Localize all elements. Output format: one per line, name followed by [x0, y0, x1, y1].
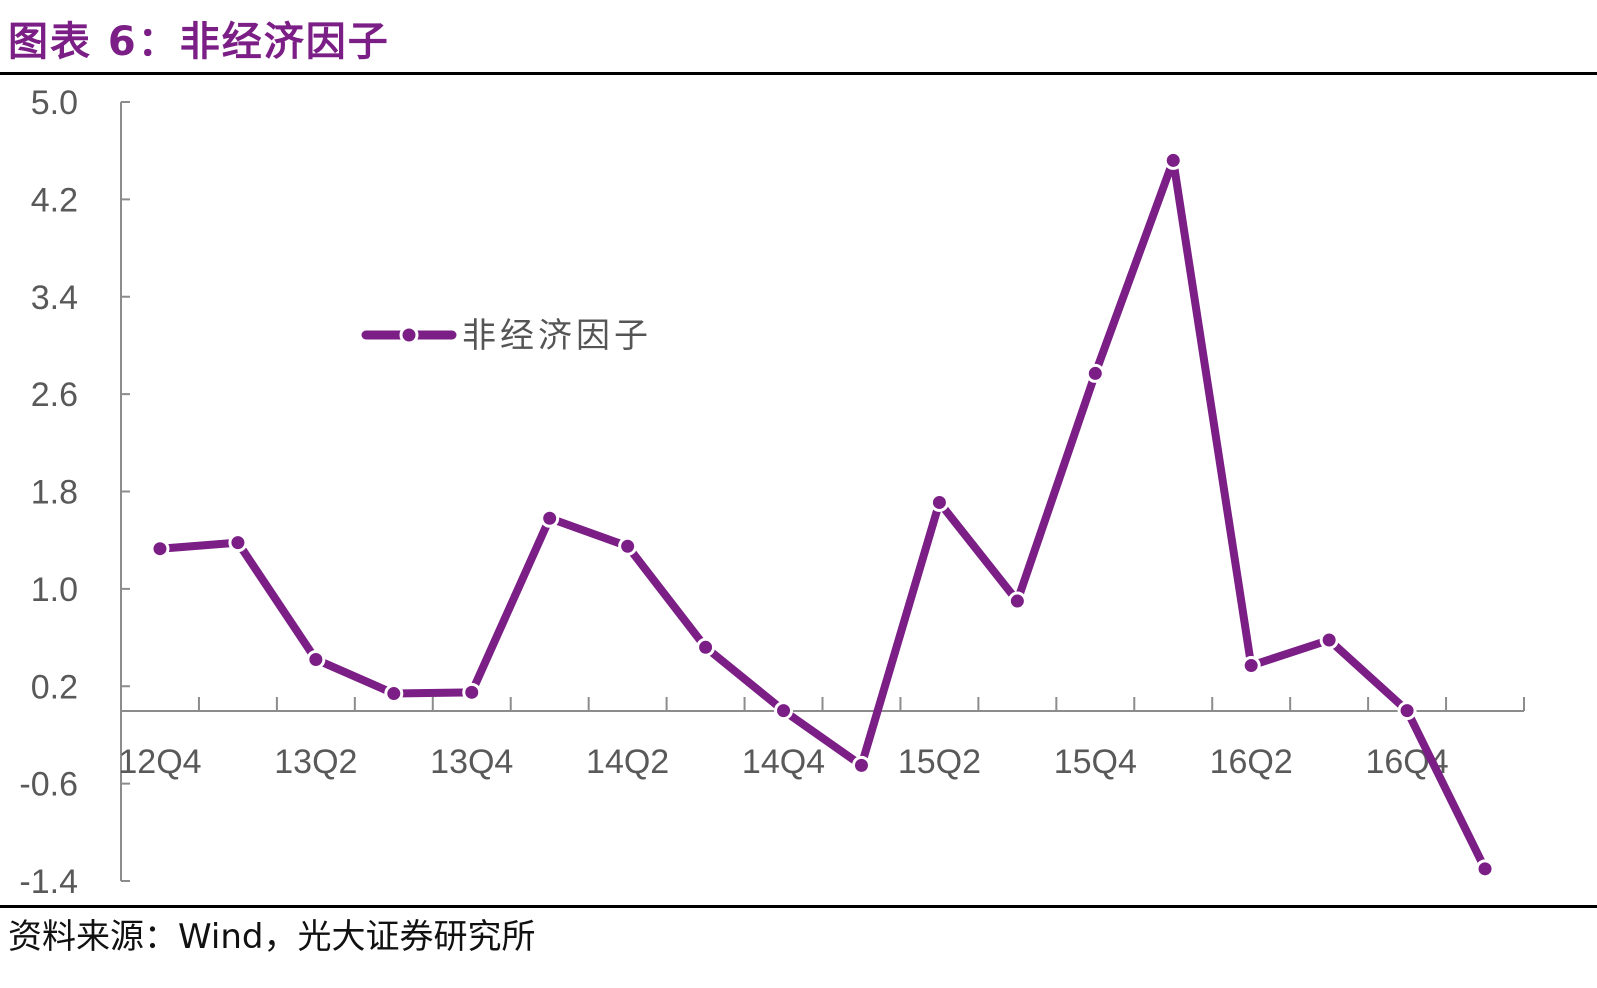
x-tick-label: 13Q2	[274, 743, 357, 781]
y-tick-label: -1.4	[19, 863, 78, 901]
title-divider	[0, 72, 1597, 75]
y-tick-label: 3.4	[31, 279, 78, 317]
series-line	[155, 156, 1490, 873]
x-tick-label: 14Q4	[742, 743, 825, 781]
data-point	[851, 755, 871, 775]
y-tick-label: 2.6	[31, 376, 78, 414]
data-point	[384, 684, 404, 704]
data-point	[462, 682, 482, 702]
line-chart: 5.0 4.2 3.4 2.6 1.8 1.0 0.2 -0.6 -1.4 12Q4 13Q2 13Q…	[19, 84, 1525, 901]
y-tick-label: -0.6	[19, 766, 78, 804]
data-point	[696, 637, 716, 657]
footer-divider	[0, 905, 1597, 908]
source-note: 资料来源：Wind，光大证券研究所	[8, 917, 536, 957]
data-point	[1241, 656, 1261, 676]
y-tick-label: 4.2	[31, 181, 78, 219]
data-point	[1475, 859, 1495, 879]
data-point	[1085, 363, 1105, 383]
data-point	[774, 701, 794, 721]
data-point	[1319, 630, 1339, 650]
x-tick-label: 15Q4	[1054, 743, 1137, 781]
legend-marker	[399, 325, 419, 345]
x-tick-label: 16Q2	[1210, 743, 1293, 781]
y-tick-label: 5.0	[31, 84, 78, 122]
data-point	[929, 492, 949, 512]
data-point	[1007, 591, 1027, 611]
y-tick-label: 0.2	[31, 668, 78, 706]
data-point	[540, 508, 560, 528]
x-tick-label: 14Q2	[586, 743, 669, 781]
x-tick-label: 15Q2	[898, 743, 981, 781]
y-tick-label: 1.0	[31, 571, 78, 609]
data-point	[1397, 701, 1417, 721]
data-point	[618, 536, 638, 556]
x-tick-label: 12Q4	[118, 743, 201, 781]
data-point	[306, 649, 326, 669]
chart-title: 图表 6：非经济因子	[8, 19, 390, 65]
y-tick-label: 1.8	[31, 474, 78, 512]
data-point	[228, 533, 248, 553]
data-point	[150, 539, 170, 559]
legend-label: 非经济因子	[462, 316, 652, 356]
data-point	[1163, 150, 1183, 170]
x-tick-label: 13Q4	[430, 743, 513, 781]
